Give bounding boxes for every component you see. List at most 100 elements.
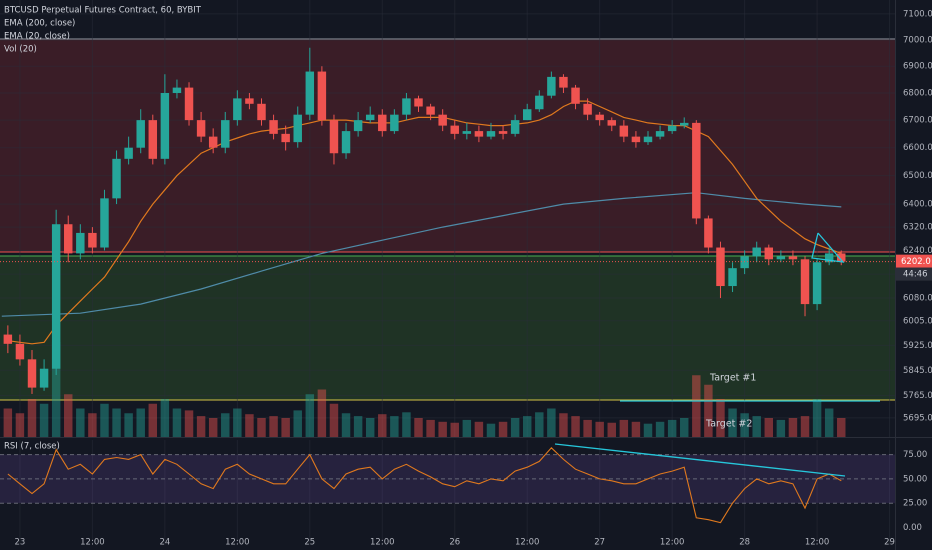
annotation: Target #1 [709,373,756,384]
y-tick-label: 6400.0 [903,200,932,210]
volume-bar [438,421,447,437]
volume-bar [51,342,61,437]
volume-bar [233,408,242,437]
triangle-drawing [811,232,845,263]
candle-body [498,131,508,134]
rsi-tick-label: 75.00 [903,450,927,460]
volume-bar [27,399,37,437]
candle-body [631,136,641,143]
annotation: Target #2 [705,419,752,430]
volume-bar [776,419,786,437]
rsi-tick-label: 25.00 [903,499,927,509]
candle-body [64,224,73,254]
candle-body [559,76,568,88]
y-tick-label: 6900.0 [903,62,932,72]
volume-bar [3,408,13,437]
candle-body [655,131,665,137]
candle-body [643,136,653,143]
candle-body [704,218,713,248]
volume-bar [76,408,85,437]
volume-bar [716,399,725,437]
rsi-line [7,447,842,524]
candle-body [824,253,834,263]
candle-body [305,71,315,115]
candle-body [148,120,158,159]
x-tick-label: 26 [449,538,460,548]
countdown-label: 44:46 [903,270,928,280]
y-tick-label: 5765.0 [903,391,932,401]
x-tick-label: 23 [15,538,26,548]
ema-line [1,192,842,317]
volume-bar [764,418,774,437]
legend-entry: RSI (7, close) [4,442,60,452]
y-tick-label: 6320.0 [903,223,932,233]
volume-bar [788,418,798,437]
volume-bar [317,389,327,437]
volume-bar [64,394,73,437]
candle-body [450,125,459,134]
legend-entry: Vol (20) [4,45,37,55]
x-tick-label: 12:00 [805,538,830,548]
volume-bar [522,416,532,437]
support-zone [0,256,895,400]
candle-body [837,253,846,262]
volume-bar [124,413,133,437]
volume-bar [740,413,749,437]
volume-bar [414,418,423,437]
volume-bar [245,414,254,437]
candle-body [438,114,447,126]
volume-bar [100,403,109,437]
y-tick-label: 6800.0 [903,88,932,98]
volume-bar [184,410,194,437]
volume-bar [667,419,677,437]
legend-entry: EMA (200, close) [4,19,75,29]
volume-bar [619,419,629,437]
volume-bar [631,421,641,437]
volume-bar [293,410,302,437]
zones [0,38,895,401]
x-tick-label: 27 [594,538,605,548]
ema-line [7,100,842,345]
candle-body [269,120,278,134]
volume-bar [559,413,568,437]
candle-body [317,71,327,121]
candle-body [341,131,351,154]
y-tick-label: 6240.0 [903,246,932,256]
candle-body [462,131,472,134]
volume-bar [474,421,484,437]
candle-body [728,268,737,287]
volume-bar [378,414,387,437]
candle-body [124,147,133,159]
candle-body [571,87,580,104]
candle-body [184,87,194,121]
candle-body [583,103,592,115]
volume-bar [402,412,411,437]
grid [0,0,895,545]
volume-bar [329,403,339,437]
rsi-tick-label: 0.00 [903,523,922,533]
candle-body [426,106,435,115]
y-tick-label: 6005.0 [903,316,932,326]
candle-body [88,232,97,248]
volume-bar [510,418,520,437]
candle-body [365,114,375,121]
candle-body [112,158,121,199]
volume-bar [39,403,49,437]
volume-bar [800,416,810,437]
candle-body [752,247,761,257]
volume-bar [196,416,206,437]
y-tick-label: 5845.0 [903,366,932,376]
volume-bar [148,403,158,437]
y-tick-label: 5695.0 [903,413,932,423]
volume-bar [595,421,604,437]
candle-body [27,359,37,388]
volume-bar [704,384,713,437]
volume-bar [136,408,145,437]
candle-body [3,334,13,344]
candle-body [486,131,496,137]
candle-body [208,136,218,148]
volume-bar [547,408,556,437]
candle-body [245,98,254,104]
